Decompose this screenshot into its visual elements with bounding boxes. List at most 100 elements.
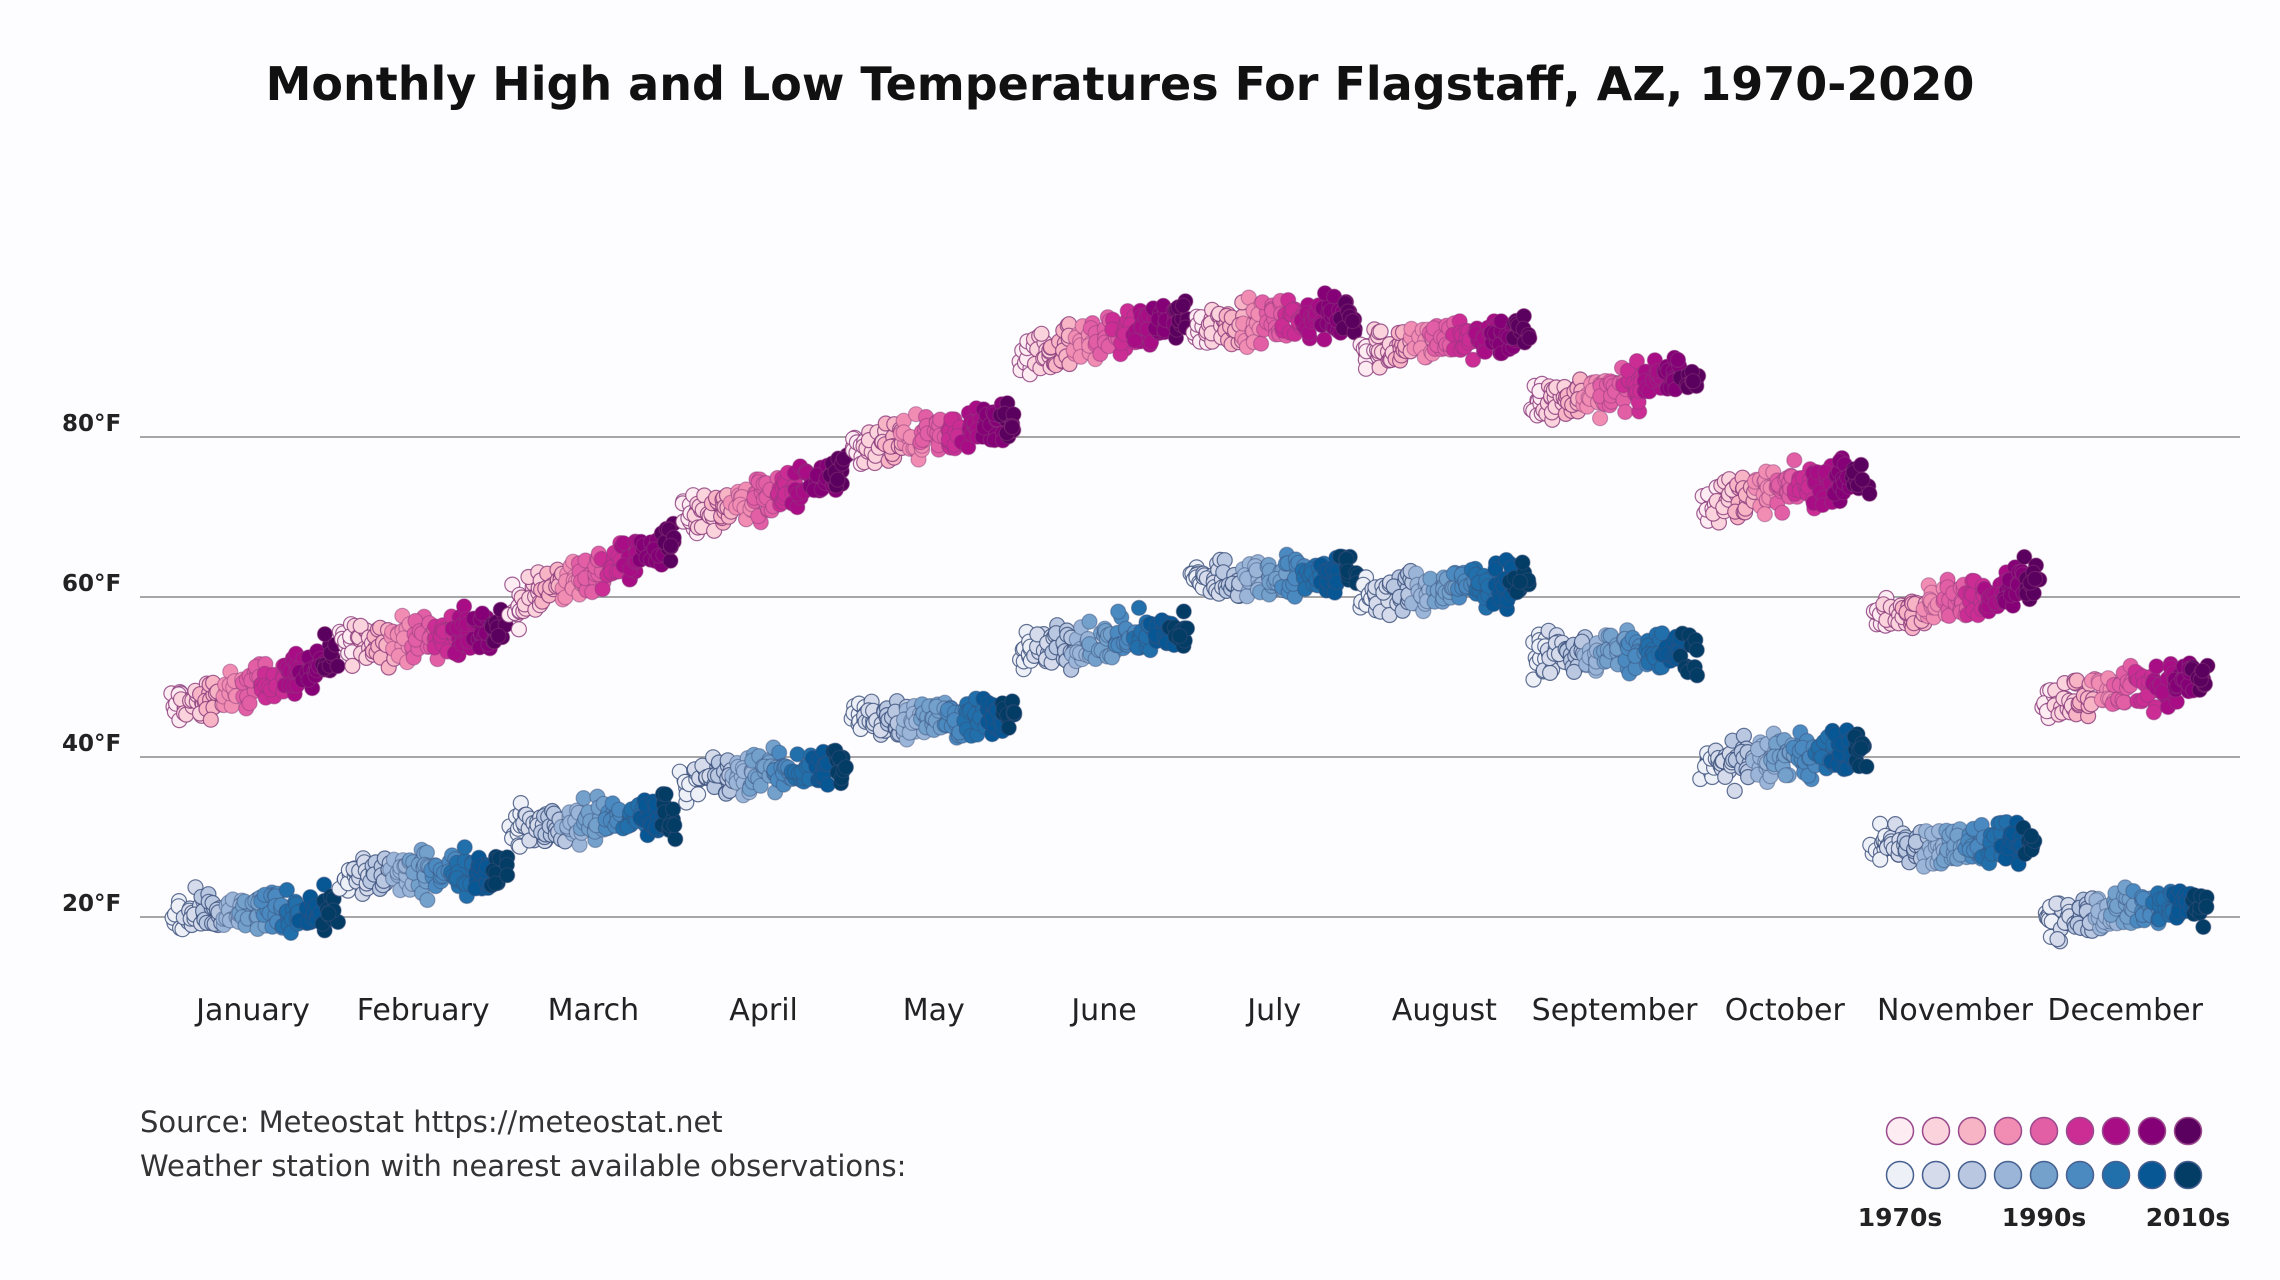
data-point [2195, 918, 2212, 936]
data-point [666, 817, 683, 834]
data-point [1565, 663, 1583, 681]
data-point [1591, 410, 1609, 427]
data-point [689, 786, 707, 803]
data-point [1081, 613, 1098, 630]
data-point [474, 605, 491, 622]
data-point [2148, 658, 2165, 675]
legend-label: 2010s [2146, 1203, 2230, 1232]
x-tick-label: December [2047, 993, 2203, 1028]
legend-swatch-low [1885, 1160, 1915, 1190]
data-point [344, 657, 361, 675]
data-point [829, 471, 846, 488]
data-point [1774, 504, 1791, 521]
data-point [1130, 599, 1148, 617]
data-point [1858, 758, 1875, 775]
high-temperature-series [163, 285, 2216, 729]
data-point [1110, 603, 1127, 620]
x-tick-label: October [1725, 993, 1846, 1028]
x-tick-label: June [1069, 993, 1136, 1028]
data-point [1861, 485, 1878, 502]
gridlines [140, 436, 2240, 918]
data-point [662, 552, 679, 569]
data-point [575, 789, 592, 807]
data-point [1357, 360, 1375, 377]
data-point [1852, 456, 1870, 473]
data-point [662, 537, 679, 554]
data-point [1669, 351, 1687, 368]
data-point [1175, 603, 1192, 620]
data-point [2049, 930, 2066, 948]
y-axis-ticks: 20°F 40°F 60°F 80°F [62, 411, 121, 917]
legend-swatch-low [2173, 1160, 2203, 1190]
data-point [2026, 570, 2044, 588]
data-point [1174, 297, 1192, 314]
data-point [2145, 704, 2162, 721]
legend-swatch-high [2101, 1116, 2131, 1146]
data-point [2194, 662, 2211, 679]
data-point [664, 801, 682, 818]
legend-swatch-low [1993, 1160, 2023, 1190]
data-point [1786, 452, 1803, 469]
legend-swatch-high [1993, 1116, 2023, 1146]
data-point [1033, 325, 1050, 342]
legend-swatch-low [1921, 1160, 1951, 1190]
data-point [419, 891, 436, 909]
low-temperature-series [164, 546, 2215, 950]
data-point [1688, 641, 1705, 659]
data-point [1487, 560, 1504, 578]
y-tick-label: 40°F [62, 731, 121, 757]
y-tick-label: 20°F [62, 891, 121, 917]
x-tick-label: September [1532, 993, 1698, 1028]
data-point [278, 881, 295, 899]
data-point [490, 627, 507, 644]
data-point [316, 876, 333, 893]
data-point [487, 875, 504, 892]
y-tick-label: 60°F [62, 571, 121, 597]
data-point [2115, 694, 2132, 711]
data-point [1000, 719, 1017, 736]
x-tick-label: March [548, 993, 639, 1028]
chart-title: Monthly High and Low Temperatures For Fl… [266, 57, 1975, 111]
legend-swatch-low [1957, 1160, 1987, 1190]
data-point [752, 777, 769, 794]
x-tick-label: November [1877, 993, 2034, 1028]
x-tick-label: January [194, 993, 310, 1028]
data-point [1003, 419, 1021, 436]
data-point [499, 867, 516, 884]
x-tick-label: February [357, 993, 490, 1028]
data-point [1853, 740, 1870, 757]
data-point [1777, 767, 1794, 784]
data-points [163, 285, 2216, 950]
data-point [1372, 323, 1389, 340]
data-point [202, 711, 219, 728]
legend-swatch-high [1885, 1116, 1915, 1146]
data-point [1854, 471, 1871, 488]
data-point [1252, 335, 1270, 352]
data-point [320, 905, 337, 922]
data-point [2198, 898, 2215, 915]
data-point [1756, 506, 1773, 523]
legend-swatch-high [2173, 1116, 2203, 1146]
y-tick-label: 80°F [62, 411, 121, 437]
data-point [1617, 403, 1634, 421]
legend-swatch-high [1921, 1116, 1951, 1146]
data-point [1171, 627, 1188, 645]
data-point [352, 617, 369, 635]
data-point [510, 621, 528, 638]
data-point [1684, 373, 1702, 390]
x-tick-label: August [1392, 993, 1497, 1028]
data-point [819, 776, 836, 793]
station-note: Weather station with nearest available o… [140, 1149, 906, 1183]
data-point [1344, 313, 1361, 330]
x-tick-label: May [903, 993, 965, 1028]
x-tick-label: July [1245, 993, 1301, 1028]
legend-label: 1990s [2002, 1203, 2086, 1232]
data-point [241, 695, 258, 712]
data-point [1628, 353, 1646, 370]
data-point [2023, 827, 2040, 845]
data-point [329, 657, 346, 675]
data-point [1511, 573, 1529, 591]
legend-label: 1970s [1858, 1203, 1942, 1232]
data-point [1619, 362, 1637, 379]
